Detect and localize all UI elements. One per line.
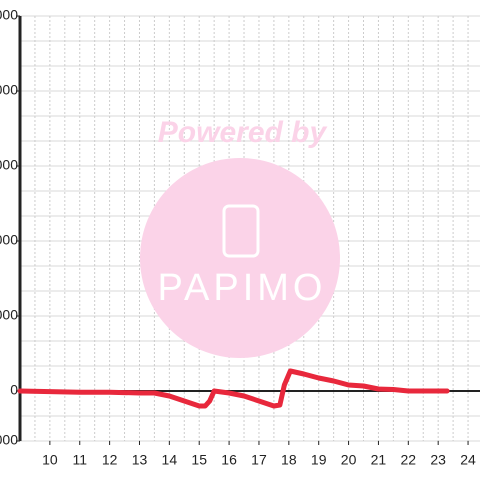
x-tick-label: 12 [102, 452, 118, 468]
y-tick-label: 90,000 [0, 157, 18, 173]
x-tick-label: 16 [221, 452, 237, 468]
x-tick-label: 19 [311, 452, 327, 468]
y-tick-label: 120,000 [0, 82, 18, 98]
x-tick-label: 14 [162, 452, 178, 468]
y-tick-label: 30,000 [0, 307, 18, 323]
x-tick-label: 24 [460, 452, 476, 468]
x-tick-label: 23 [430, 452, 446, 468]
x-tick-label: 21 [371, 452, 387, 468]
x-tick-label: 11 [72, 452, 87, 468]
x-tick-label: 22 [401, 452, 417, 468]
watermark-logo: PAPIMO [158, 267, 327, 309]
x-tick-label: 13 [132, 452, 148, 468]
y-tick-label: -20,000 [0, 432, 18, 448]
x-tick-label: 17 [251, 452, 267, 468]
watermark-icon [222, 204, 260, 258]
x-tick-label: 15 [191, 452, 207, 468]
plot [17, 368, 450, 409]
y-tick-label: 150,000 [0, 7, 18, 23]
watermark-text: Powered by [158, 116, 328, 149]
y-tick-label: 60,000 [0, 232, 18, 248]
data-line [17, 368, 450, 409]
x-tick-label: 20 [341, 452, 357, 468]
y-tick-label: 0 [10, 382, 18, 398]
watermark: Powered by PAPIMO [140, 116, 340, 358]
x-tick-label: 18 [281, 452, 297, 468]
watermark-circle [140, 158, 340, 358]
x-tick-label: 10 [42, 452, 58, 468]
